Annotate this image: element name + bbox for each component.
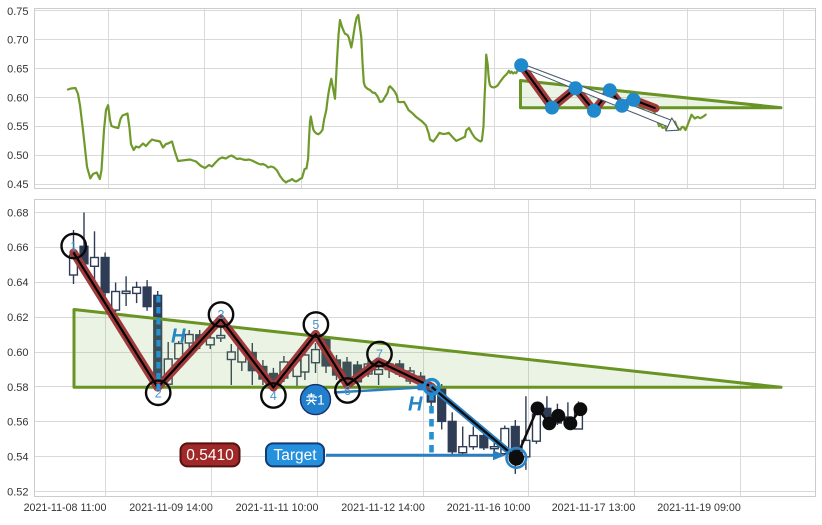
- svg-text:H: H: [171, 325, 186, 347]
- svg-text:4: 4: [270, 389, 277, 403]
- svg-text:2: 2: [155, 386, 162, 400]
- svg-text:0.64: 0.64: [7, 277, 28, 289]
- svg-text:2021-11-11 10:00: 2021-11-11 10:00: [236, 502, 319, 514]
- svg-text:0.60: 0.60: [7, 92, 28, 104]
- svg-text:7: 7: [376, 348, 383, 362]
- svg-text:0.70: 0.70: [7, 35, 28, 47]
- svg-text:0.5410: 0.5410: [186, 447, 234, 464]
- svg-text:0.56: 0.56: [7, 417, 28, 429]
- svg-text:2021-11-17 13:00: 2021-11-17 13:00: [552, 502, 636, 514]
- svg-text:0.68: 0.68: [7, 207, 28, 219]
- svg-text:0.45: 0.45: [7, 179, 28, 191]
- svg-text:0.60: 0.60: [7, 347, 28, 359]
- svg-text:Target: Target: [273, 447, 317, 464]
- svg-text:2021-11-09 14:00: 2021-11-09 14:00: [129, 502, 213, 514]
- svg-text:1: 1: [70, 240, 77, 254]
- svg-text:3: 3: [218, 308, 225, 322]
- svg-text:2021-11-19 09:00: 2021-11-19 09:00: [657, 502, 741, 514]
- svg-text:H: H: [408, 394, 423, 416]
- svg-text:0.75: 0.75: [7, 6, 28, 18]
- svg-text:0.54: 0.54: [7, 452, 28, 464]
- svg-text:0.55: 0.55: [7, 121, 28, 133]
- svg-text:2021-11-16 10:00: 2021-11-16 10:00: [447, 502, 531, 514]
- svg-text:2021-11-08 11:00: 2021-11-08 11:00: [24, 502, 107, 514]
- svg-text:2021-11-12 14:00: 2021-11-12 14:00: [341, 502, 425, 514]
- svg-text:0.62: 0.62: [7, 312, 28, 324]
- svg-text:0.58: 0.58: [7, 382, 28, 394]
- svg-text:6: 6: [344, 384, 351, 398]
- svg-text:0.50: 0.50: [7, 150, 28, 162]
- svg-text:5: 5: [312, 318, 319, 332]
- svg-text:1: 1: [317, 392, 325, 407]
- svg-text:0.52: 0.52: [7, 487, 28, 499]
- svg-text:0.65: 0.65: [7, 64, 28, 76]
- svg-text:0.66: 0.66: [7, 242, 28, 254]
